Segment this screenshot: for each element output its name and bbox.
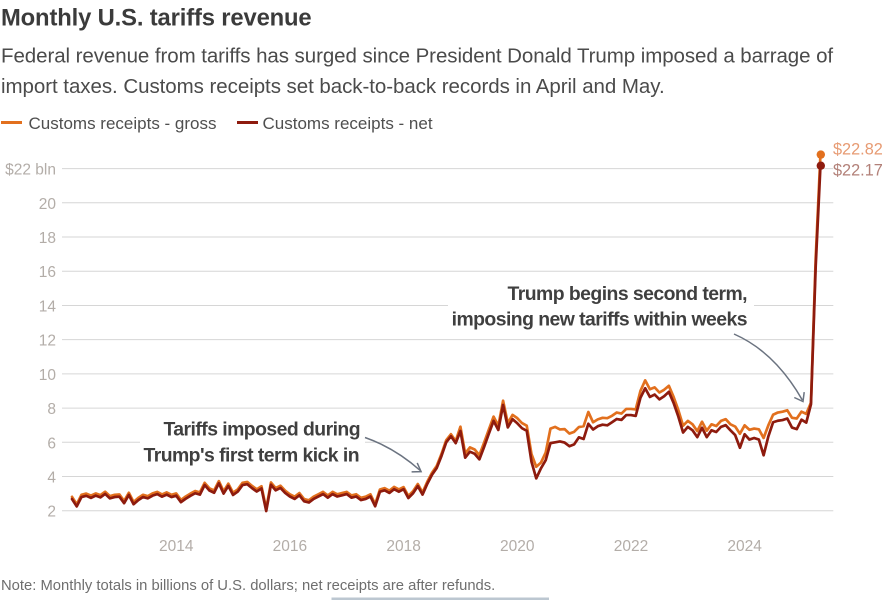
svg-text:$22 bln: $22 bln [5, 162, 56, 179]
svg-text:Federal revenue from tariffs h: Federal revenue from tariffs has surged … [1, 45, 833, 68]
svg-text:Trump begins second term,: Trump begins second term, [508, 283, 748, 305]
svg-text:6: 6 [47, 435, 56, 452]
svg-text:$22.82: $22.82 [833, 140, 883, 158]
svg-text:imposing new tariffs within we: imposing new tariffs within weeks [452, 308, 747, 330]
svg-text:$22.17: $22.17 [833, 162, 883, 180]
svg-text:14: 14 [39, 298, 57, 315]
svg-text:18: 18 [39, 230, 56, 247]
svg-text:12: 12 [39, 333, 56, 350]
svg-text:2: 2 [47, 504, 56, 521]
svg-text:Monthly U.S. tariffs revenue: Monthly U.S. tariffs revenue [1, 4, 312, 31]
svg-text:20: 20 [39, 196, 57, 213]
svg-text:2016: 2016 [273, 538, 307, 555]
svg-text:10: 10 [39, 367, 57, 384]
svg-text:Note: Monthly totals in billio: Note: Monthly totals in billions of U.S.… [1, 578, 495, 594]
svg-text:2022: 2022 [614, 538, 648, 555]
svg-text:2014: 2014 [159, 538, 194, 555]
svg-text:Customs receipts - gross: Customs receipts - gross [29, 114, 217, 133]
svg-text:2020: 2020 [500, 538, 535, 555]
svg-text:16: 16 [39, 264, 56, 281]
svg-text:2024: 2024 [727, 538, 762, 555]
svg-text:2018: 2018 [386, 538, 420, 555]
svg-text:Customs receipts - net: Customs receipts - net [263, 114, 433, 133]
svg-text:8: 8 [47, 401, 56, 418]
svg-text:4: 4 [47, 470, 56, 487]
svg-text:Trump's first term kick in: Trump's first term kick in [143, 445, 359, 467]
svg-text:Tariffs imposed during: Tariffs imposed during [163, 419, 360, 441]
svg-text:import taxes. Customs receipts: import taxes. Customs receipts set back-… [1, 75, 665, 98]
